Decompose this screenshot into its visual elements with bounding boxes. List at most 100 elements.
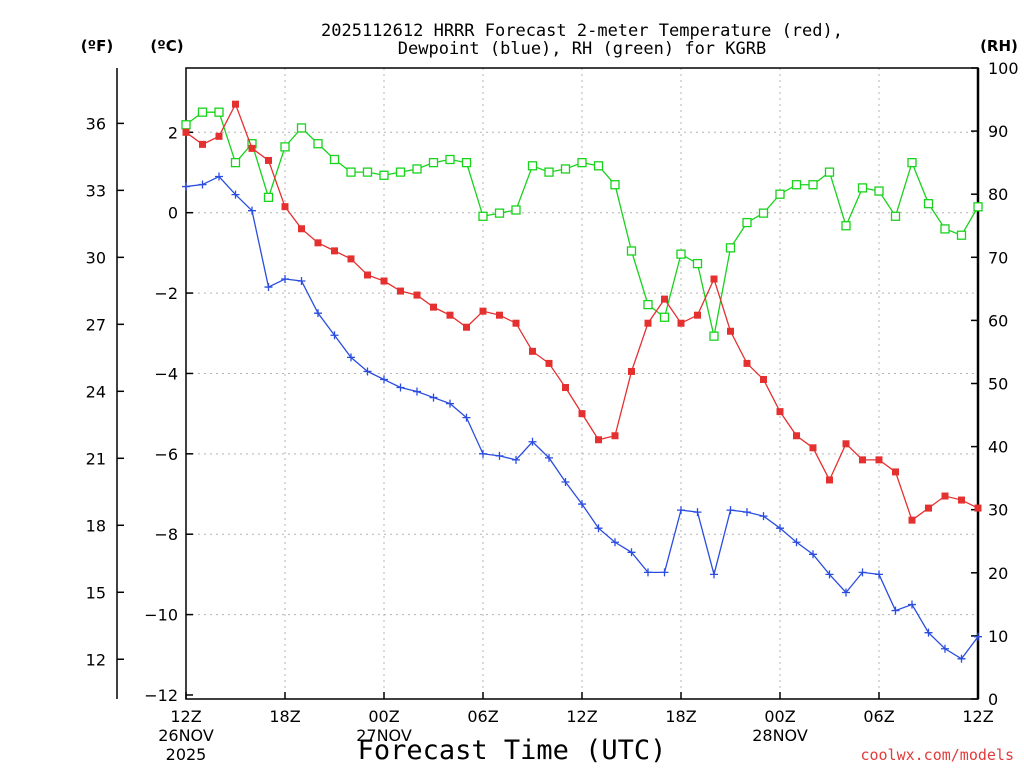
temperature-point [793,432,800,440]
rh-point [478,211,488,221]
rh-point [610,180,620,190]
fahrenheit-axis-ticks: 36 33 30 27 24 21 18 15 12 [86,68,124,699]
dewpoint-point [347,353,355,362]
fahrenheit-unit-label: (ºF) [81,37,113,55]
temperature-point [595,436,602,444]
dewpoint-point [924,628,933,637]
dewpoint-point [627,548,636,557]
temperature-point [215,132,223,140]
temperature-point [446,311,454,319]
grid-lines [186,68,978,699]
rh-point [263,192,274,203]
rh-point [709,331,719,341]
dewpoint-point [759,512,768,521]
dewpoint-point [957,654,966,663]
celsius-tick-label: −2 [154,284,178,303]
temperature-point [430,303,437,311]
temperature-point [710,275,718,283]
dewpoint-point [809,550,817,559]
dewpoint-point [792,538,801,547]
rh-point [214,107,224,117]
temperature-point [298,225,305,233]
fahrenheit-tick-label: 36 [86,114,106,133]
temperature-point [331,247,338,255]
rh-point [973,202,983,212]
rh-point [758,208,769,218]
rh-point [857,183,868,193]
celsius-tick-label: −10 [144,606,178,625]
temperature-point [760,375,767,383]
temperature-point [347,255,355,263]
rh-point [379,170,389,180]
temperature-point [380,277,388,285]
dewpoint-point [429,393,438,402]
temperature-point [248,144,256,152]
dewpoint-point [512,455,520,464]
dewpoint-point [842,588,850,597]
rh-point [593,161,604,171]
dewpoint-point [693,508,702,517]
time-tick-label: 12Z [962,707,993,726]
temperature-point [875,456,883,464]
rh-point [313,139,323,149]
rh-point [940,224,950,234]
rh-point [890,211,901,221]
fahrenheit-tick-label: 21 [86,449,106,468]
dewpoint-point [297,277,306,286]
rh-tick-label: 80 [988,185,1008,204]
dewpoint-point [545,453,553,462]
rh-point [824,167,835,177]
rh-tick-label: 20 [988,564,1008,583]
dewpoint-point [891,606,900,615]
rh-point [280,142,290,152]
rh-point [659,312,670,322]
credit-link[interactable]: coolwx.com/models [860,746,1014,764]
rh-tick-label: 100 [988,59,1019,78]
celsius-tick-label: −8 [154,525,178,544]
rh-unit-label: (RH) [980,37,1018,55]
temperature-point [512,319,520,327]
time-tick-label: 12Z [566,707,597,726]
celsius-axis-ticks: 2 0 −2 −4 −6 −8 −10 −12 [144,123,193,705]
rh-point [428,157,439,168]
temperature-point [479,307,487,315]
celsius-tick-label: −12 [144,686,178,705]
time-tick-label: 12Z [170,707,201,726]
temperature-point [974,504,982,512]
temperature-point [545,359,553,367]
date-label: 26NOV [158,726,214,745]
temperature-point [892,468,899,476]
date-label: 28NOV [752,726,808,745]
celsius-tick-label: 0 [168,204,178,223]
rh-point [230,157,241,168]
dewpoint-point [198,180,207,189]
rh-point [808,180,818,190]
rh-point [395,167,406,177]
rh-point [527,161,538,171]
temperature-point [661,295,668,303]
rh-point [362,167,373,177]
temperature-point [232,100,239,108]
rh-point [626,246,637,256]
temperature-point [281,203,289,211]
dewpoint-point [644,568,652,577]
rh-tick-label: 0 [988,690,998,709]
rh-point [412,164,422,174]
dewpoint-point [561,477,570,486]
temperature-point [529,347,536,355]
rh-point [791,180,802,190]
rh-point [923,199,934,209]
celsius-tick-label: −6 [154,445,178,464]
temperature-point [743,359,751,367]
dewpoint-point [446,399,454,408]
temperature-point [958,496,965,504]
rh-point [544,167,554,177]
fahrenheit-tick-label: 15 [86,583,106,602]
temperature-point [628,367,635,375]
dewpoint-point [743,508,751,517]
dewpoint-point [281,275,289,284]
x-axis-label: Forecast Time (UTC) [358,735,667,766]
time-tick-label: 00Z [764,707,795,726]
dewpoint-point [858,568,867,577]
